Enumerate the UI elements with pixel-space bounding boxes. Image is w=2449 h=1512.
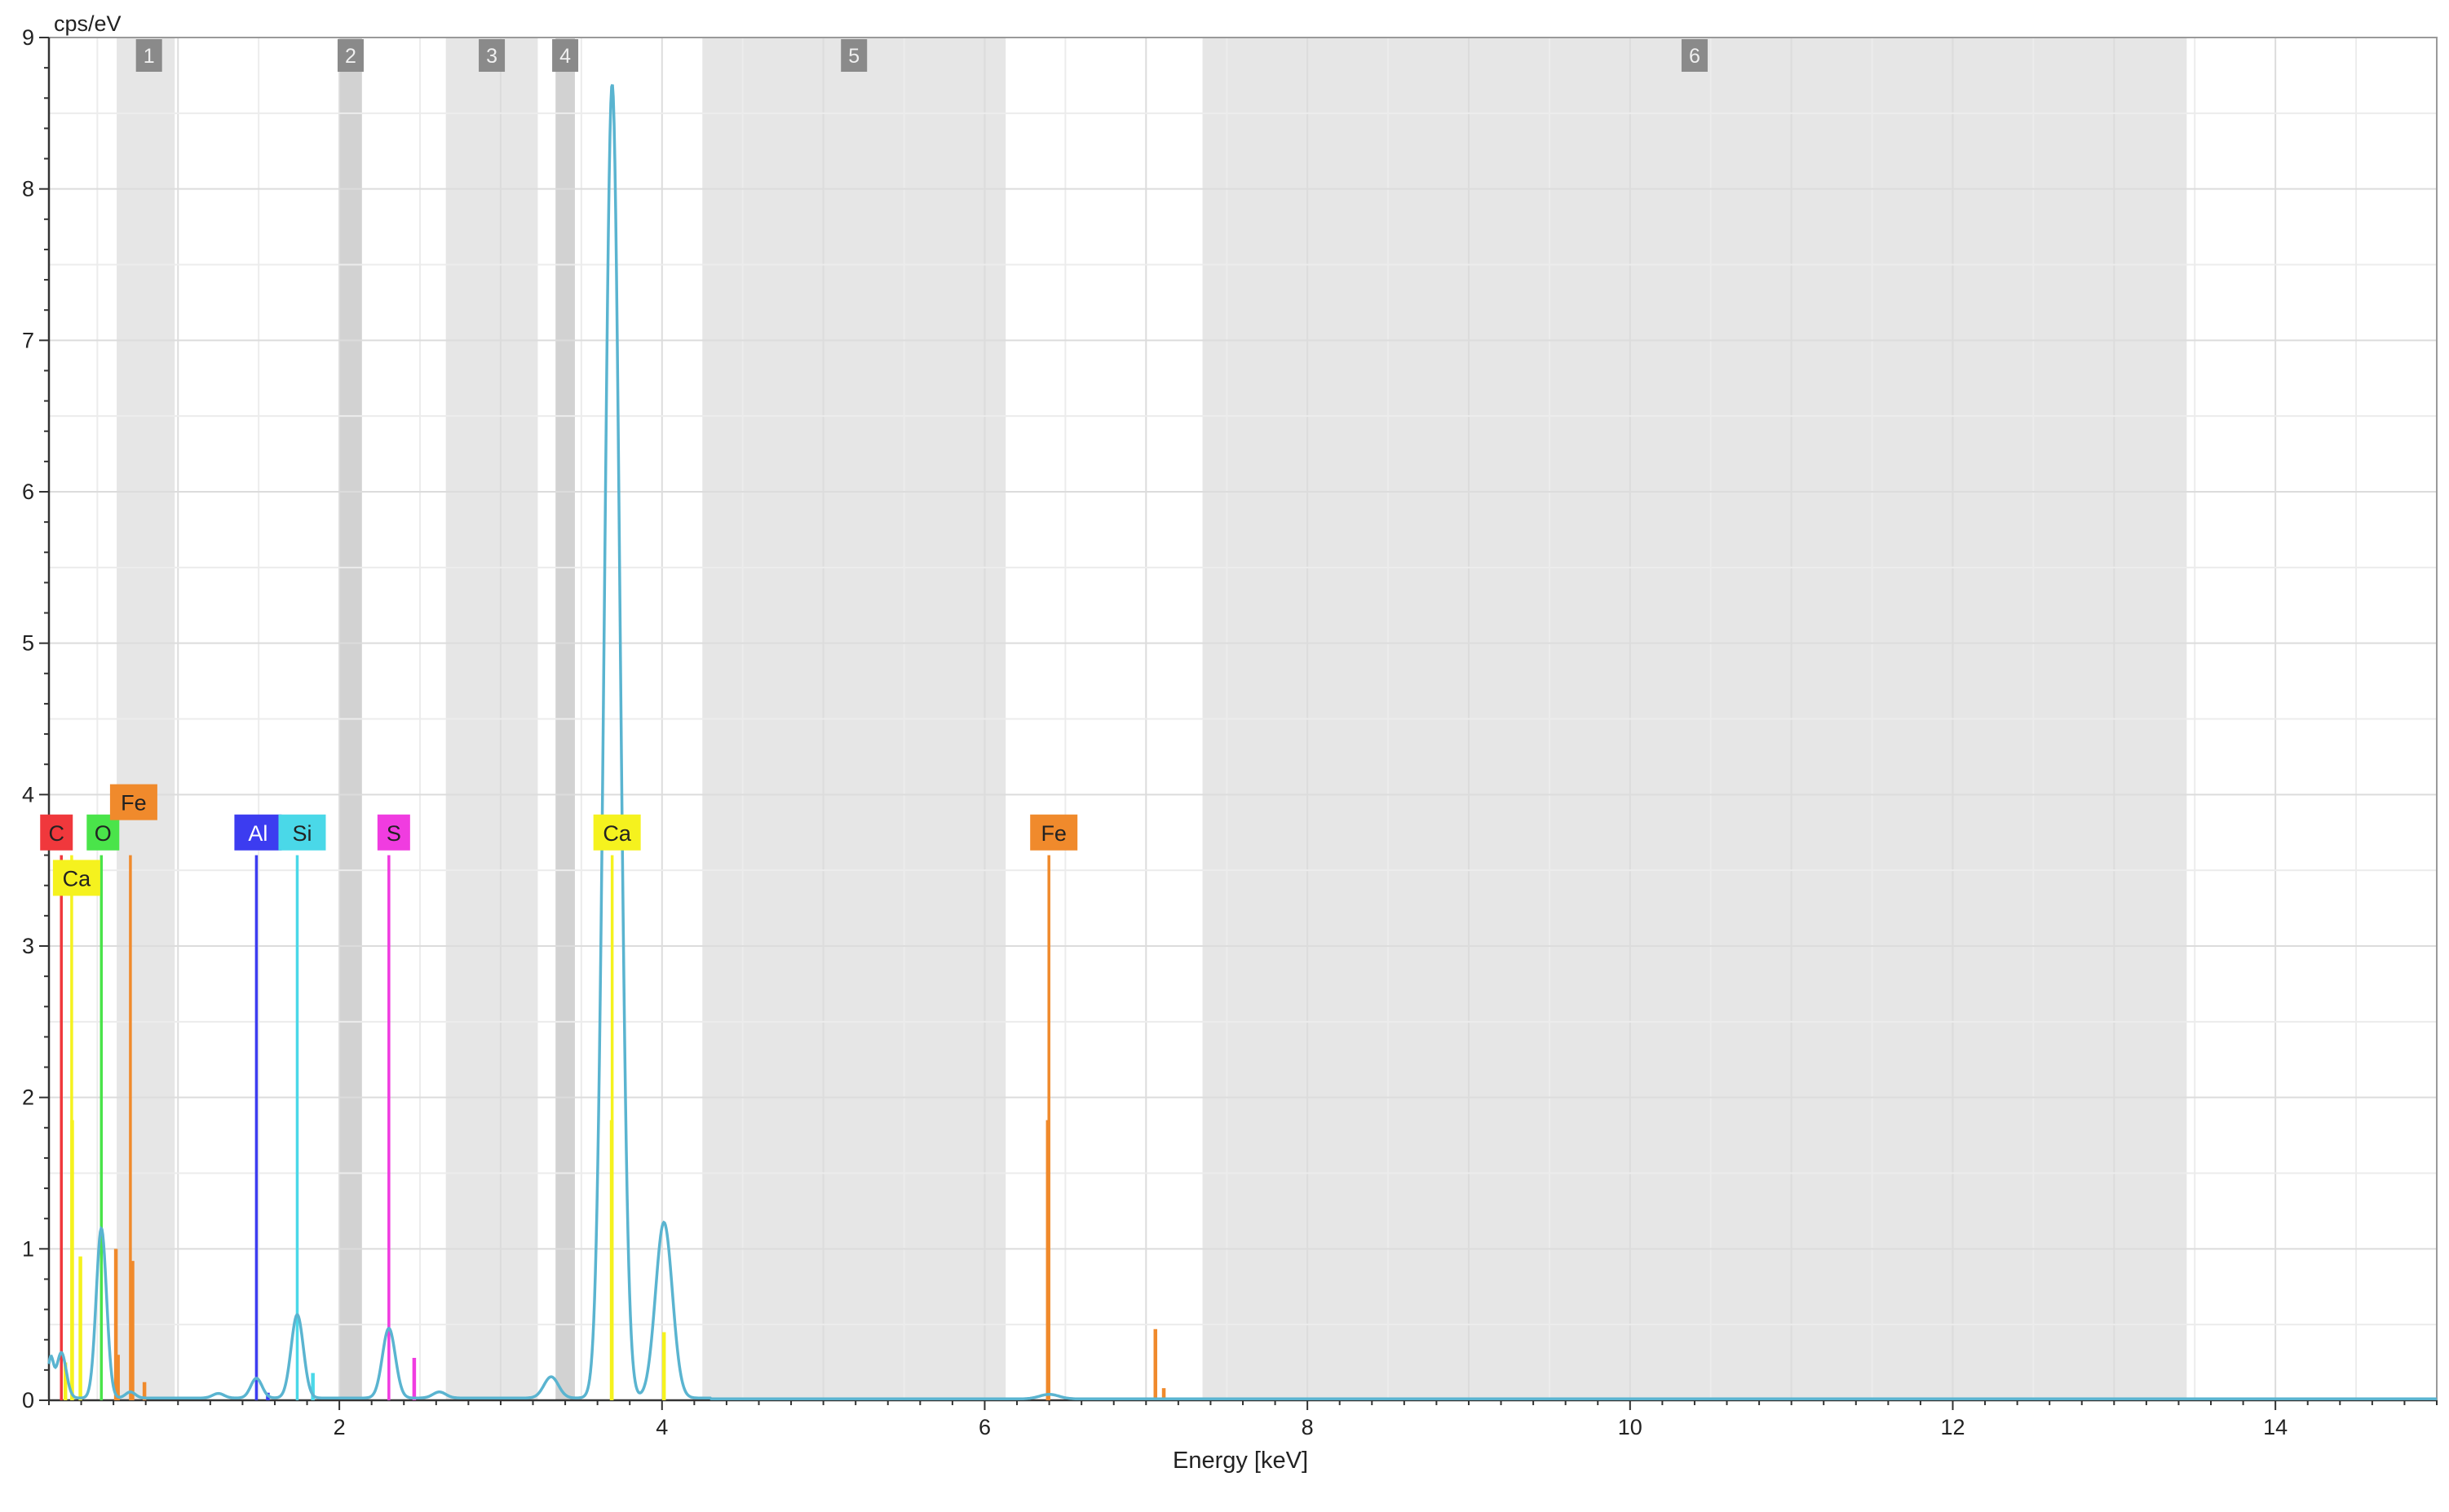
region-label-box (552, 39, 579, 72)
y-tick-label: 8 (22, 177, 34, 201)
region-label-1: 1 (144, 45, 155, 68)
element-label-fe: Fe (1041, 821, 1067, 846)
element-label-c: C (48, 821, 64, 846)
region-label-6: 6 (1689, 45, 1700, 68)
y-tick-label: 0 (22, 1388, 34, 1413)
element-label-box (593, 814, 641, 851)
x-axis-label: Energy [keV] (1173, 1448, 1308, 1474)
element-label-box (278, 814, 326, 851)
element-label-ca: Ca (603, 821, 631, 846)
element-label-box (109, 784, 157, 820)
region-label-3: 3 (486, 45, 497, 68)
y-tick-label: 4 (22, 782, 34, 807)
y-tick-label: 9 (22, 25, 34, 50)
element-labels: C O Fe Ca Al Si S Ca Fe (40, 784, 1078, 896)
y-axis-label: cps/eV (54, 11, 122, 36)
y-tick-label: 6 (22, 480, 34, 504)
region-label-box (841, 39, 868, 72)
x-tick-label: 10 (1618, 1415, 1642, 1439)
region-label-5: 5 (848, 45, 860, 68)
y-tick-label: 2 (22, 1085, 34, 1110)
region-label-2: 2 (345, 45, 356, 68)
element-label-ca: Ca (63, 866, 91, 891)
element-label-si: Si (292, 821, 312, 846)
region-label-box (479, 39, 506, 72)
x-tick-label: 6 (979, 1415, 991, 1439)
region-label-4: 4 (559, 45, 571, 68)
element-label-box (52, 860, 100, 896)
region-label-box (337, 39, 364, 72)
element-label-box (86, 814, 120, 851)
y-tick-label: 7 (22, 328, 34, 352)
x-tick-label: 12 (1940, 1415, 1965, 1439)
element-label-fe: Fe (121, 791, 147, 816)
x-tick-label: 14 (2263, 1415, 2288, 1439)
element-label-box (234, 814, 282, 851)
y-tick-label: 1 (22, 1236, 34, 1261)
region-label-box (1681, 39, 1708, 72)
spectrum (47, 84, 2437, 1401)
x-tick-label: 4 (656, 1415, 668, 1439)
region-labels: 1 2 3 4 5 6 (135, 39, 1708, 72)
spectrum-curve (47, 84, 2437, 1401)
x-tick-label: 2 (334, 1415, 346, 1439)
element-label-box (377, 814, 410, 851)
element-label-box (1030, 814, 1078, 851)
x-tick-label: 8 (1302, 1415, 1314, 1439)
element-label-s: S (387, 821, 401, 846)
element-marker-lines (60, 855, 1166, 1400)
element-label-al: Al (248, 821, 267, 846)
grid-lines (49, 38, 2437, 1400)
element-label-box (40, 814, 73, 851)
element-label-o: O (95, 821, 112, 846)
y-tick-label: 3 (22, 934, 34, 958)
region-label-box (135, 39, 162, 72)
y-tick-label: 5 (22, 631, 34, 656)
